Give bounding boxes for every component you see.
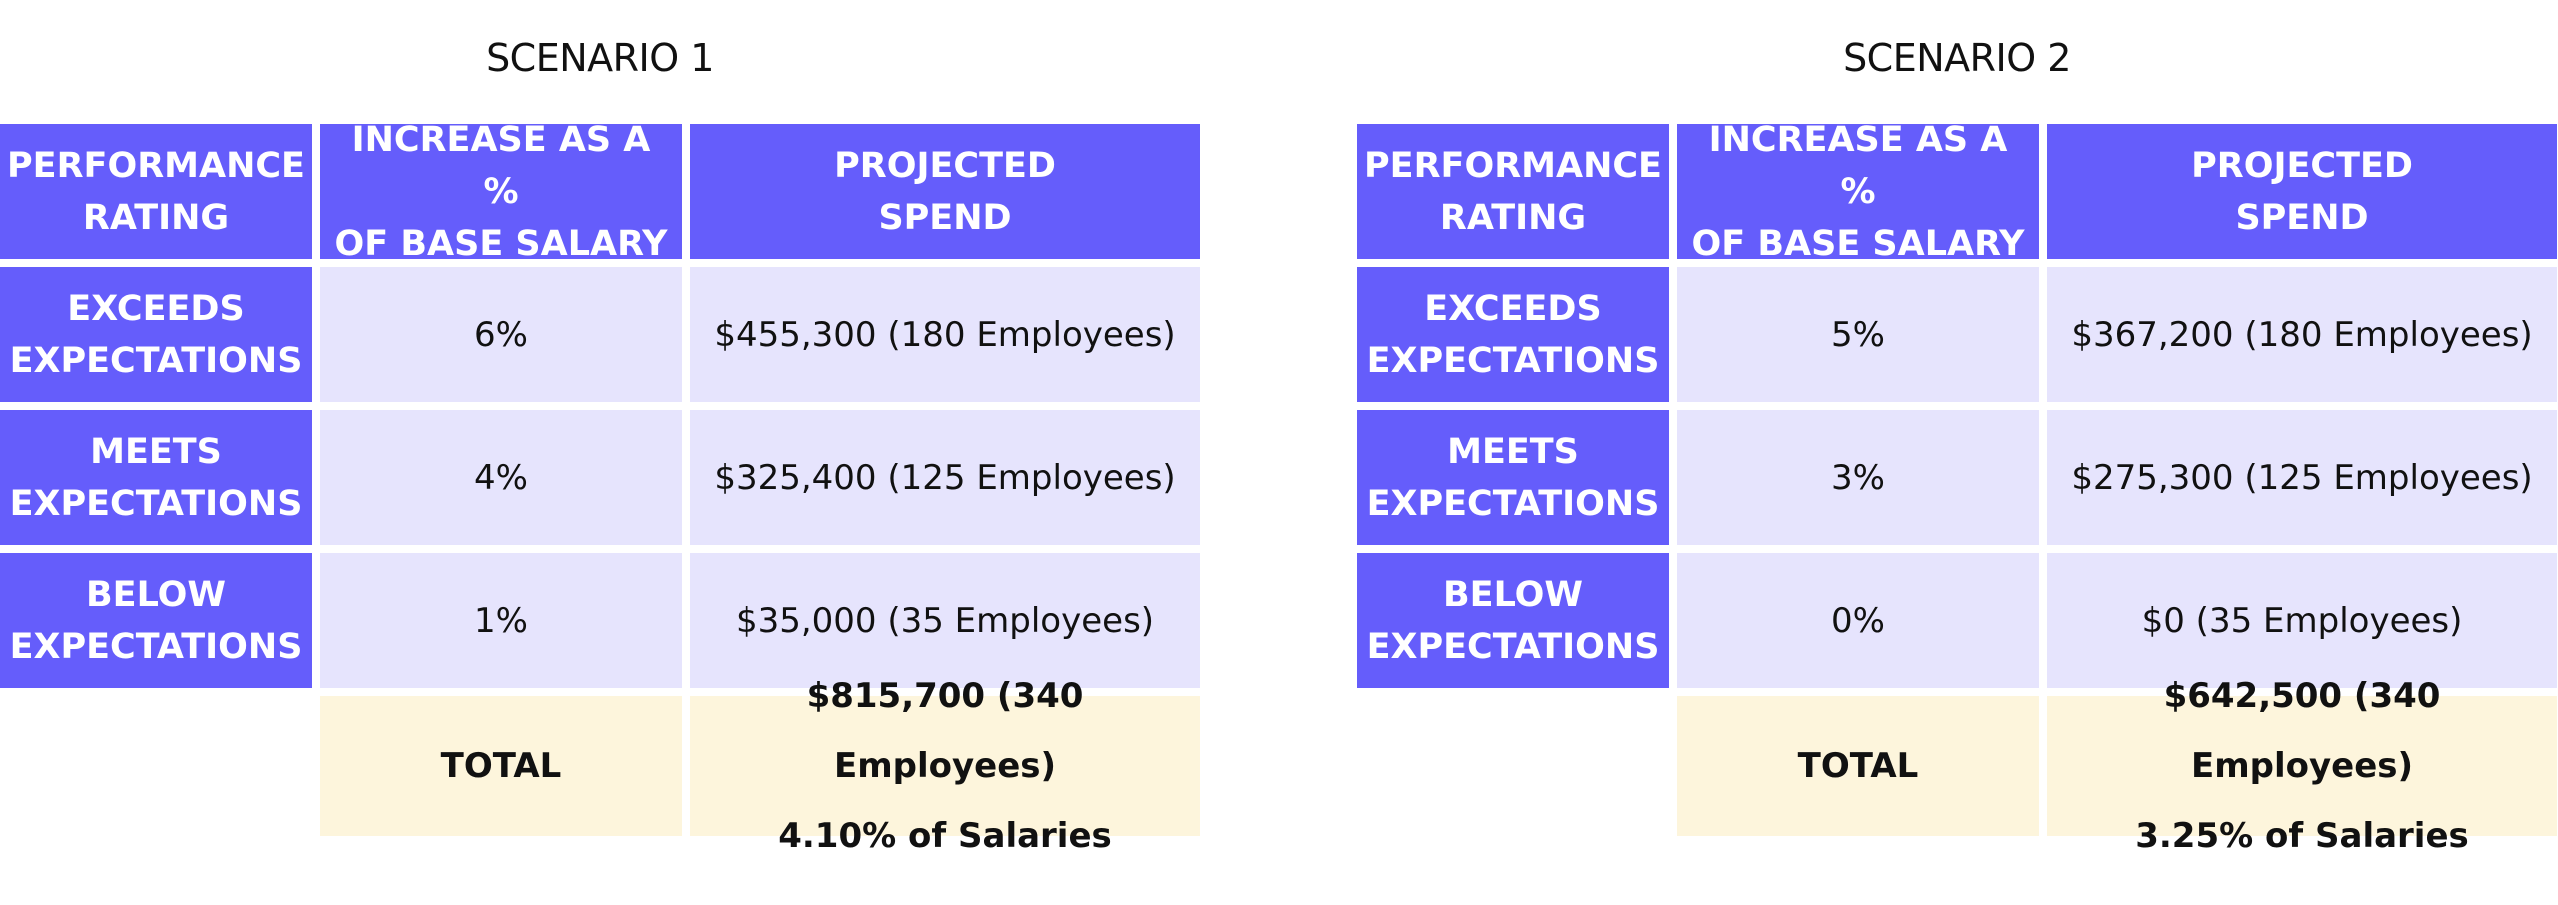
data-text: 3% xyxy=(1831,457,1885,498)
rating-text: EXCEEDS EXPECTATIONS xyxy=(1366,288,1660,381)
rating-text: MEETS EXPECTATIONS xyxy=(1366,431,1660,524)
header-text: PERFORMANCE RATING xyxy=(1364,145,1662,238)
data-cell: 6% xyxy=(320,267,682,402)
data-cell: $455,300 (180 Employees) xyxy=(690,267,1200,402)
total-spend: $642,500 (340 Employees) xyxy=(2163,676,2441,786)
data-text: 6% xyxy=(474,314,528,355)
data-cell: $367,200 (180 Employees) xyxy=(2047,267,2557,402)
data-text: 0% xyxy=(1831,600,1885,641)
header-cell: PERFORMANCE RATING xyxy=(0,124,312,259)
data-text: $325,400 (125 Employees) xyxy=(714,457,1176,498)
rating-text: BELOW EXPECTATIONS xyxy=(9,574,303,667)
total-value-cell: $815,700 (340 Employees) 4.10% of Salarie… xyxy=(690,676,1200,856)
header-cell: INCREASE AS A % OF BASE SALARY xyxy=(1677,120,2039,264)
data-text: $275,300 (125 Employees) xyxy=(2071,457,2533,498)
data-cell: 0% xyxy=(1677,553,2039,688)
total-percent: 4.10% of Salaries xyxy=(778,816,1112,856)
data-cell: $0 (35 Employees) xyxy=(2047,553,2557,688)
scenario-table: SCENARIO 1 PERFORMANCE RATING INCREASE AS … xyxy=(0,0,1200,905)
data-cell: $325,400 (125 Employees) xyxy=(690,410,1200,545)
total-label-cell: TOTAL xyxy=(1677,696,2039,836)
title-text: SCENARIO 2 xyxy=(1843,36,2071,80)
data-text: $367,200 (180 Employees) xyxy=(2071,314,2533,355)
rating-cell: BELOW EXPECTATIONS xyxy=(1357,553,1669,688)
rating-text: BELOW EXPECTATIONS xyxy=(1366,574,1660,667)
scenario-title: SCENARIO 1 xyxy=(0,36,1200,80)
data-cell: 3% xyxy=(1677,410,2039,545)
total-label-cell: TOTAL xyxy=(320,696,682,836)
scenario-title: SCENARIO 2 xyxy=(1357,36,2557,80)
header-cell: PROJECTED SPEND xyxy=(2047,124,2557,259)
total-percent: 3.25% of Salaries xyxy=(2135,816,2469,856)
title-text: SCENARIO 1 xyxy=(486,36,714,80)
header-cell: INCREASE AS A % OF BASE SALARY xyxy=(320,120,682,264)
data-text: 5% xyxy=(1831,314,1885,355)
data-text: 4% xyxy=(474,457,528,498)
data-text: $455,300 (180 Employees) xyxy=(714,314,1176,355)
rating-cell: MEETS EXPECTATIONS xyxy=(1357,410,1669,545)
rating-text: MEETS EXPECTATIONS xyxy=(9,431,303,524)
data-text: 1% xyxy=(474,600,528,641)
rating-cell: BELOW EXPECTATIONS xyxy=(0,553,312,688)
total-spend: $815,700 (340 Employees) xyxy=(806,676,1084,786)
rating-cell: MEETS EXPECTATIONS xyxy=(0,410,312,545)
total-label: TOTAL xyxy=(440,746,562,786)
header-cell: PERFORMANCE RATING xyxy=(1357,124,1669,259)
data-cell: 1% xyxy=(320,553,682,688)
data-cell: $275,300 (125 Employees) xyxy=(2047,410,2557,545)
header-cell: PROJECTED SPEND xyxy=(690,124,1200,259)
header-text: INCREASE AS A % OF BASE SALARY xyxy=(1691,119,2025,264)
data-text: $35,000 (35 Employees) xyxy=(735,600,1155,641)
scenario-table: SCENARIO 2 PERFORMANCE RATING INCREASE AS … xyxy=(1357,0,2557,905)
data-text: $0 (35 Employees) xyxy=(2141,600,2463,641)
total-value-cell: $642,500 (340 Employees) 3.25% of Salarie… xyxy=(2047,676,2557,856)
data-cell: $35,000 (35 Employees) xyxy=(690,553,1200,688)
rating-cell: EXCEEDS EXPECTATIONS xyxy=(1357,267,1669,402)
rating-cell: EXCEEDS EXPECTATIONS xyxy=(0,267,312,402)
header-text: PROJECTED SPEND xyxy=(2191,145,2413,238)
data-cell: 4% xyxy=(320,410,682,545)
total-label: TOTAL xyxy=(1797,746,1919,786)
rating-text: EXCEEDS EXPECTATIONS xyxy=(9,288,303,381)
header-text: INCREASE AS A % OF BASE SALARY xyxy=(334,119,668,264)
header-text: PERFORMANCE RATING xyxy=(7,145,305,238)
data-cell: 5% xyxy=(1677,267,2039,402)
header-text: PROJECTED SPEND xyxy=(834,145,1056,238)
